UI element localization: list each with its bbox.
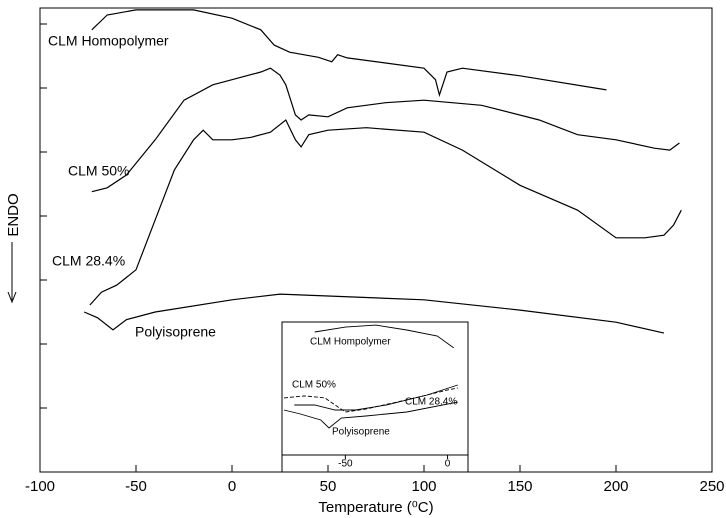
series-line [283,401,458,429]
x-tick-label: 100 [411,478,436,495]
x-tick-label: 0 [228,478,236,495]
series-line [83,293,665,334]
x-tick-label: 0 [445,459,451,470]
inset-frame [281,321,469,473]
x-tick-label: 50 [320,478,337,495]
x-tick-label: -50 [338,459,353,470]
series-line [294,384,458,411]
series-line [89,119,682,306]
x-tick-label: 250 [699,478,724,495]
series-label: CLM Homopolymer [48,33,169,49]
x-tick-label: 200 [603,478,628,495]
series-label: CLM 28.4% [405,397,457,408]
series-label: CLM 50% [292,380,336,391]
series-label: CLM 50% [68,163,129,179]
x-tick-label: -100 [25,478,55,495]
series-label: Polyisoprene [135,324,216,340]
series-line [283,387,458,413]
series-label: Polyisoprene [332,427,390,438]
endo-arrow-head [7,291,17,304]
series-line [91,67,680,193]
series-line [91,9,607,98]
y-axis-label: ENDO [5,193,22,236]
series-label: CLM 28.4% [52,253,125,269]
x-tick-label: -50 [125,478,147,495]
series-label: CLM Hompolymer [310,337,391,348]
series-line [314,324,454,349]
x-tick-label: 150 [507,478,532,495]
x-axis-label: Temperature (⁰C) [318,499,433,516]
